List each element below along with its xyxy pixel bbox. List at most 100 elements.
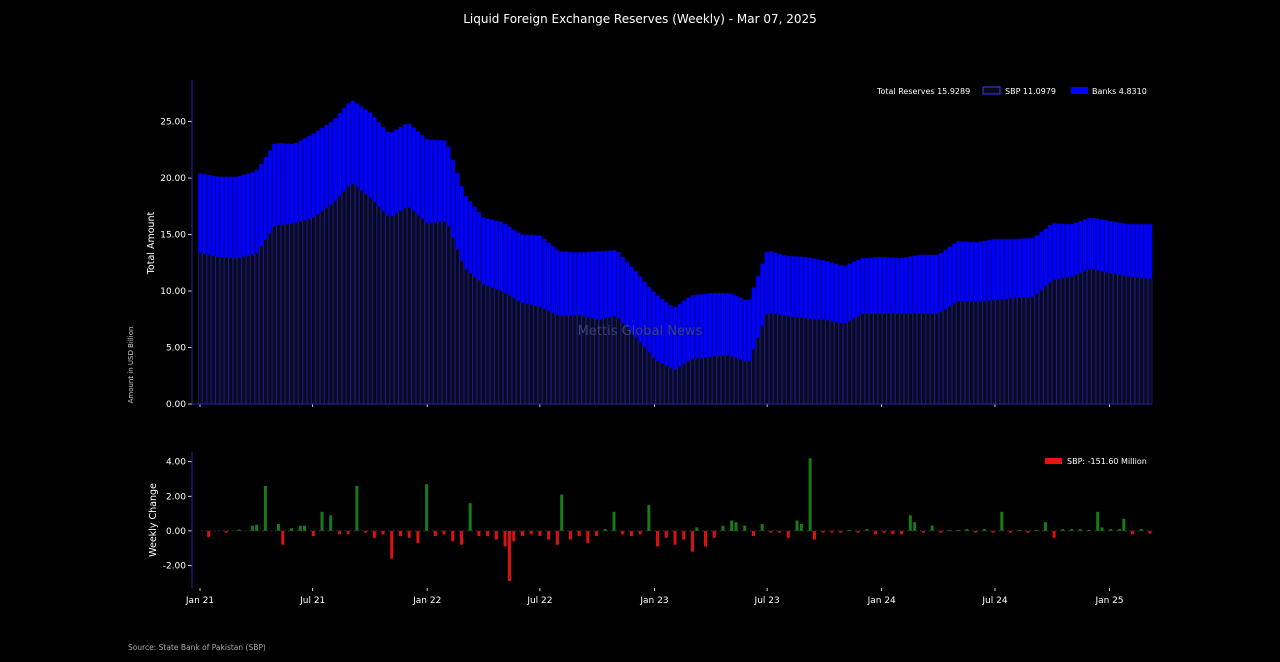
- banks-bar: [359, 106, 364, 191]
- weekly-change-baseline-mark: [784, 530, 787, 532]
- x-tick-label: Jul 21: [299, 596, 325, 606]
- weekly-change-baseline-mark: [793, 530, 796, 532]
- weekly-change-baseline-mark: [536, 530, 539, 532]
- weekly-change-bar-positive: [263, 485, 267, 531]
- sbp-bar: [237, 257, 242, 405]
- banks-bar: [764, 251, 769, 315]
- banks-bar: [542, 239, 547, 310]
- sbp-bar: [969, 300, 974, 405]
- banks-bar: [707, 293, 713, 357]
- weekly-change-bar-negative: [682, 530, 686, 540]
- banks-bar: [267, 150, 273, 234]
- sbp-bar: [289, 223, 294, 405]
- sbp-bar: [1056, 278, 1061, 405]
- sbp-bar: [825, 319, 830, 405]
- weekly-change-bar-positive: [1070, 529, 1074, 531]
- weekly-change-bar-negative: [1052, 530, 1056, 538]
- sbp-bar: [720, 355, 726, 405]
- weekly-change-baseline-mark: [248, 530, 251, 532]
- x-tick-label: Jan 21: [185, 596, 214, 606]
- weekly-change-baseline-mark: [231, 530, 234, 532]
- sbp-bar: [498, 290, 504, 405]
- sbp-bar: [712, 356, 717, 405]
- weekly-change-bar-positive: [237, 529, 241, 531]
- top-legend: Total Reserves 15.9289 SBP 11.0979 Banks…: [876, 86, 1147, 96]
- sbp-bar: [986, 300, 992, 405]
- sbp-bar: [938, 311, 944, 405]
- sbp-bar: [372, 201, 377, 405]
- weekly-change-bar-positive: [908, 515, 912, 531]
- weekly-change-baseline-mark: [871, 530, 874, 532]
- weekly-change-baseline-mark: [641, 530, 644, 532]
- weekly-change-baseline-mark: [828, 530, 831, 532]
- weekly-change-bar-negative: [1148, 530, 1152, 534]
- banks-bar: [1013, 238, 1018, 298]
- sbp-bar: [1073, 274, 1079, 405]
- sbp-bar: [546, 310, 552, 405]
- sbp-bar: [912, 313, 918, 405]
- weekly-change-baseline-mark: [1107, 530, 1110, 532]
- banks-bar: [311, 133, 316, 218]
- weekly-change-baseline-mark: [523, 530, 526, 532]
- banks-bar: [991, 239, 996, 301]
- weekly-change-baseline-mark: [292, 530, 295, 532]
- weekly-change-baseline-mark: [950, 530, 953, 532]
- weekly-change-bar-positive: [760, 523, 764, 531]
- weekly-change-baseline-mark: [322, 530, 325, 532]
- banks-bar: [930, 254, 935, 314]
- sbp-bar: [764, 313, 769, 405]
- banks-bar: [1034, 235, 1039, 295]
- sbp-bar: [293, 222, 299, 405]
- banks-bar: [1056, 223, 1061, 279]
- sbp-bar: [664, 365, 669, 405]
- weekly-change-baseline-mark: [405, 530, 408, 532]
- weekly-change-baseline-mark: [288, 530, 291, 532]
- banks-bar: [398, 126, 403, 212]
- legend-banks: Banks 4.8310: [1092, 87, 1147, 96]
- weekly-change-baseline-mark: [301, 530, 304, 532]
- banks-bar: [1060, 223, 1066, 279]
- weekly-change-baseline-mark: [471, 530, 474, 532]
- banks-bar: [328, 122, 334, 206]
- weekly-change-baseline-mark: [427, 530, 430, 532]
- sbp-bar: [934, 313, 939, 405]
- banks-bar: [938, 252, 944, 313]
- weekly-change-bar-positive: [603, 529, 607, 531]
- weekly-change-baseline-mark: [388, 530, 391, 532]
- sbp-bar: [1100, 270, 1105, 405]
- sbp-bar: [381, 210, 386, 405]
- banks-bar: [302, 138, 307, 221]
- banks-bar: [1117, 222, 1122, 275]
- weekly-change-baseline-mark: [274, 530, 277, 532]
- banks-bar: [755, 275, 761, 338]
- banks-bar: [1047, 224, 1053, 283]
- banks-bar: [864, 257, 870, 314]
- weekly-change-bar-negative: [704, 530, 708, 547]
- weekly-change-baseline-mark: [954, 530, 957, 532]
- banks-bar: [559, 251, 564, 316]
- sbp-bar: [851, 318, 857, 405]
- weekly-change-baseline-mark: [928, 530, 931, 532]
- banks-bar: [1130, 224, 1135, 277]
- weekly-change-baseline-mark: [906, 530, 909, 532]
- sbp-bar: [398, 210, 403, 405]
- weekly-change-baseline-mark: [893, 530, 896, 532]
- weekly-change-baseline-mark: [832, 530, 835, 532]
- weekly-change-baseline-mark: [1072, 530, 1075, 532]
- sbp-bar: [198, 252, 203, 405]
- banks-bar: [202, 174, 207, 254]
- weekly-change-bar-negative: [568, 530, 572, 540]
- sbp-bar: [1126, 275, 1131, 405]
- sbp-bar: [224, 257, 229, 405]
- sbp-bar: [886, 313, 891, 405]
- weekly-change-baseline-mark: [1046, 530, 1049, 532]
- sbp-bar: [821, 318, 826, 405]
- weekly-change-bar-positive: [276, 523, 280, 531]
- sbp-bar: [367, 196, 373, 405]
- sbp-bar: [250, 254, 255, 405]
- weekly-change-bar-negative: [503, 530, 507, 547]
- source-note: Source: State Bank of Pakistan (SBP): [128, 643, 266, 652]
- banks-bar: [363, 109, 368, 195]
- weekly-change-bar-positive: [612, 511, 616, 531]
- weekly-change-bar-negative: [690, 530, 694, 552]
